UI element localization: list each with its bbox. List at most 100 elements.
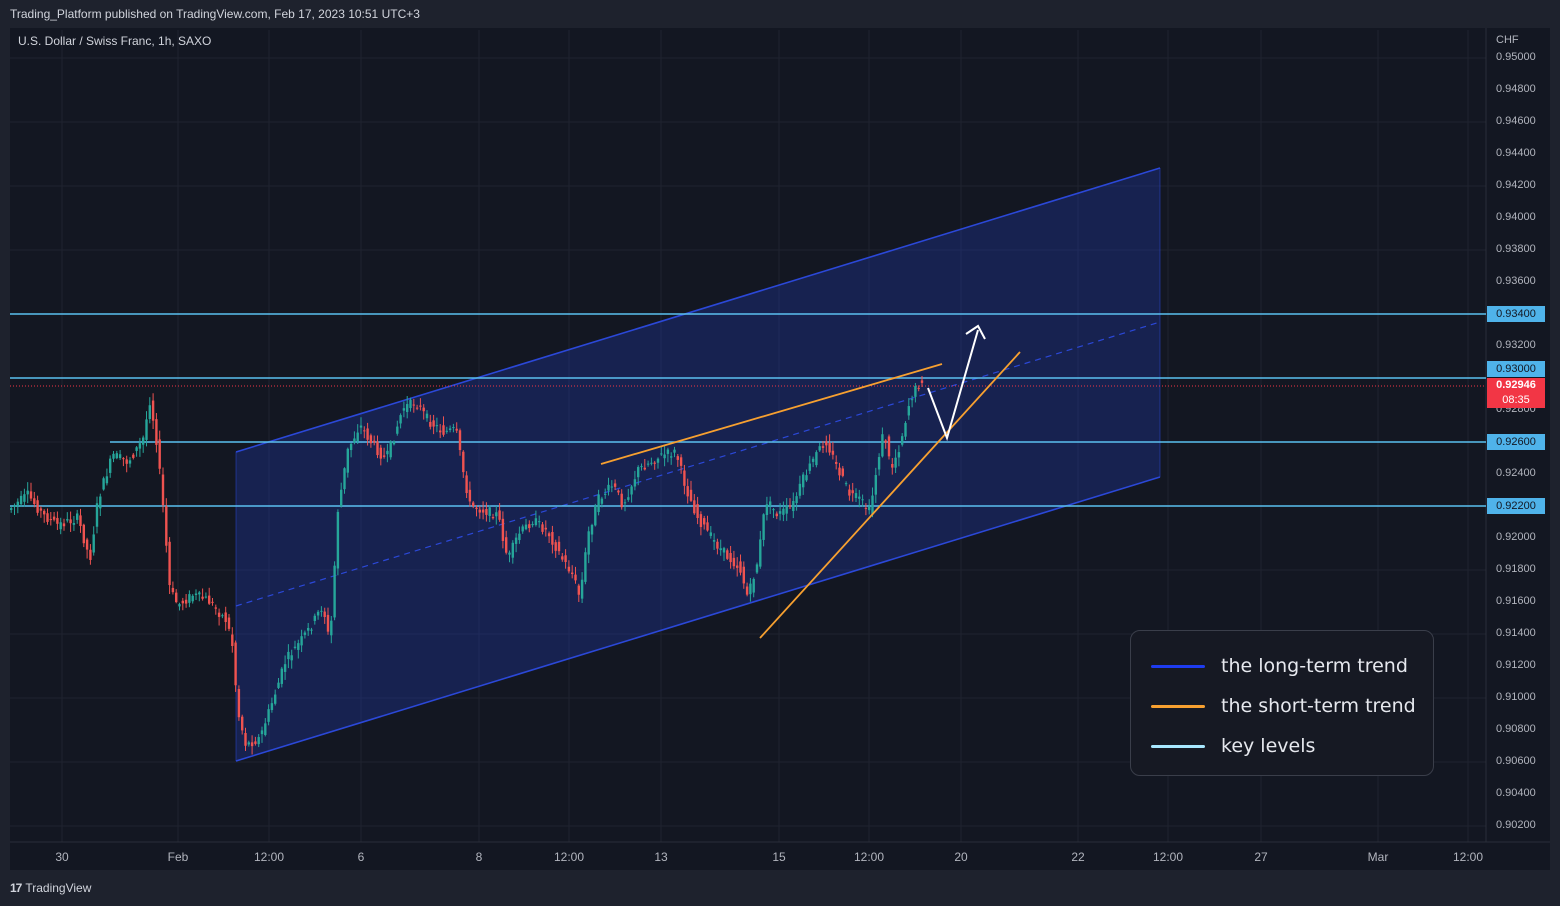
candle-body: [13, 505, 16, 507]
price-tick-label: 0.91200: [1496, 659, 1536, 671]
candle-body: [201, 596, 204, 599]
candle-body: [854, 493, 858, 499]
trend-legend: the long-term trend the short-term trend…: [1130, 630, 1434, 776]
candle-body: [597, 494, 600, 513]
candle-body: [762, 514, 765, 540]
candle-body: [904, 422, 907, 437]
candle-body: [894, 457, 897, 468]
candle-body: [138, 443, 142, 449]
candle-body: [739, 561, 742, 573]
candle-body: [349, 443, 353, 451]
candle-body: [49, 519, 52, 521]
candle-body: [323, 611, 326, 618]
candle-body: [808, 463, 811, 471]
candle-body: [650, 462, 653, 464]
candle-body: [241, 716, 244, 731]
candle-body: [422, 407, 425, 412]
candle-body: [584, 552, 587, 582]
candle-body: [234, 642, 237, 686]
candle-body: [660, 453, 663, 455]
candle-body: [580, 579, 584, 599]
price-tick-label: 0.93200: [1496, 339, 1536, 351]
candle-body: [745, 586, 749, 595]
candle-body: [604, 493, 607, 495]
candle-body: [168, 541, 171, 586]
candle-body: [726, 550, 729, 559]
candle-body: [719, 548, 722, 551]
candle-body: [458, 430, 462, 451]
candle-body: [630, 486, 633, 495]
candle-body: [194, 593, 198, 595]
legend-swatch-key-levels: [1151, 744, 1205, 748]
candle-body: [920, 380, 924, 383]
legend-item-key-levels: key levels: [1151, 732, 1315, 760]
candle-body: [280, 668, 283, 684]
candle-body: [105, 476, 109, 484]
candle-body: [531, 524, 534, 526]
candle-body: [495, 512, 498, 517]
candle-body: [551, 531, 554, 545]
candle-body: [673, 449, 676, 453]
candle-body: [508, 552, 511, 555]
candle-body: [736, 565, 739, 568]
candle-body: [303, 632, 307, 635]
candle-body: [412, 404, 415, 406]
candle-body: [198, 592, 201, 595]
candle-body: [617, 490, 620, 493]
candle-body: [729, 553, 732, 563]
candle-body: [82, 524, 85, 544]
price-tick-label: 0.93600: [1496, 275, 1536, 287]
candle-body: [858, 496, 861, 499]
candle-body: [112, 453, 115, 459]
date-tick-label: 12:00: [853, 850, 885, 864]
candle-body: [891, 463, 894, 468]
candle-body: [805, 475, 808, 481]
candle-body: [247, 742, 250, 745]
price-tick-label: 0.91000: [1496, 691, 1536, 703]
candle-body: [874, 475, 877, 495]
level-badge-0-930: 0.93000: [1487, 361, 1545, 377]
candle-body: [85, 539, 89, 550]
candle-body: [52, 516, 56, 520]
candle-body: [884, 440, 887, 443]
candle-body: [313, 615, 316, 621]
candle-body: [128, 460, 132, 464]
candle-body: [722, 548, 726, 553]
candle-body: [907, 406, 910, 416]
candle-body: [165, 506, 168, 546]
candle-body: [676, 456, 679, 460]
candle-body: [518, 533, 521, 541]
candle-body: [227, 617, 231, 629]
candle-body: [142, 437, 145, 445]
date-tick-label: Feb: [167, 850, 189, 864]
projection-arrow: [927, 324, 986, 442]
channel-fill: [236, 168, 1160, 761]
candle-body: [897, 452, 901, 458]
candle-body: [514, 537, 518, 544]
candle-body: [620, 493, 623, 508]
candle-body: [838, 467, 841, 476]
candle-body: [330, 620, 333, 636]
candle-body: [392, 441, 396, 445]
candle-body: [663, 454, 666, 459]
candle-body: [887, 436, 891, 457]
candle-body: [300, 636, 303, 646]
candle-body: [396, 426, 399, 434]
publish-header: Trading_Platform published on TradingVie…: [0, 0, 1560, 28]
price-tick-label: 0.90600: [1496, 755, 1536, 767]
date-tick-label: 12:00: [1152, 850, 1184, 864]
candle-body: [43, 510, 46, 515]
candle-body: [759, 539, 762, 567]
date-tick-label: Mar: [1367, 850, 1389, 864]
candle-body: [607, 484, 610, 491]
candle-body: [102, 478, 105, 490]
candle-body: [775, 513, 778, 517]
date-tick-label: 15: [772, 850, 786, 864]
candle-body: [155, 419, 158, 445]
tradingview-footer[interactable]: 17 TradingView: [10, 878, 91, 898]
candle-body: [79, 515, 82, 527]
candle-body: [917, 387, 920, 389]
legend-label-key-levels: key levels: [1221, 735, 1316, 757]
candle-body: [231, 634, 234, 646]
